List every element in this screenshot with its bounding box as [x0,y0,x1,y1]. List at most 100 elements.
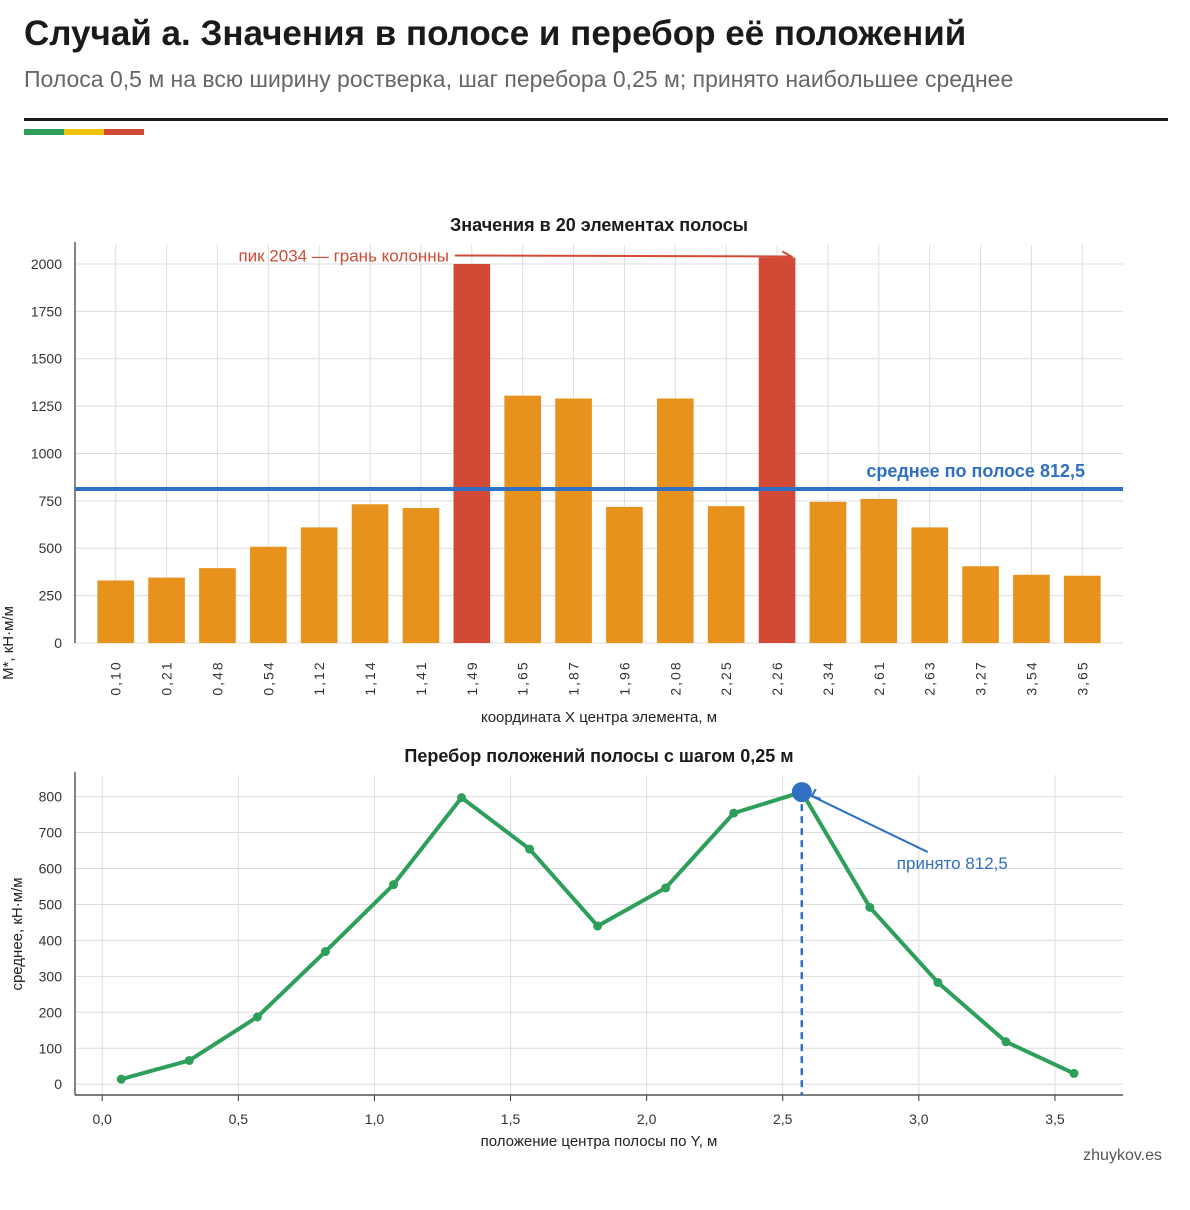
line-chart-y-tick-label: 400 [39,932,63,948]
footer-credit: zhuykov.es [1083,1147,1162,1164]
bar [1063,575,1101,643]
bar-chart-x-tick-label: 2,63 [922,660,938,695]
mean-series-point [116,1074,126,1084]
line-chart-x-tick-label: 3,0 [909,1111,929,1127]
bar-chart-x-tick-label: 2,26 [769,660,785,695]
mean-series-point [1069,1068,1079,1078]
bar-chart-y-tick-label: 1750 [31,303,62,319]
bar-chart-x-tick-label: 0,48 [209,660,225,695]
bar-chart-x-tick-label: 3,27 [973,660,989,695]
bar-chart-x-tick-label: 1,96 [616,660,632,695]
peak-annotation-text: пик 2034 — грань колонны [238,247,448,266]
bar-chart-x-tick-label: 2,61 [871,660,887,695]
selected-annotation-text: принято 812,5 [897,854,1008,873]
bar-chart-x-tick-label: 3,54 [1023,660,1039,695]
bar-chart-y-tick-label: 250 [39,588,63,604]
bar [199,568,236,643]
bar-chart-y-tick-label: 1000 [31,445,62,461]
line-chart-x-tick-label: 1,0 [365,1111,385,1127]
bar [707,506,745,643]
bar-chart-x-tick-label: 0,54 [260,660,276,695]
line-chart-grid [75,775,1123,1095]
line-chart-y-tick-label: 600 [39,860,63,876]
mean-series-point [525,844,535,854]
bar-peak [453,263,491,643]
bar [656,398,694,643]
color-strip-green [24,129,64,135]
line-chart-y-label: среднее, кН·м/м [9,877,26,990]
bar-chart-x-ticks: 0,10 0,21 0,48 0,54 1,12 1,14 1,41 1,49 1,65 1,87… [108,660,1091,695]
bar-chart-title: Значения в 20 элементах полосы [450,215,748,235]
bar-chart-x-tick-label: 3,65 [1074,660,1090,695]
bar [911,527,948,643]
mean-series-points [116,787,1079,1084]
mean-series-point [388,880,398,890]
bar [555,398,592,643]
line-chart-y-tick-label: 300 [39,968,63,984]
mean-line-label: среднее по полосе 812,5 [866,461,1085,481]
bar-chart-bars [97,257,1101,643]
bar [250,546,287,643]
bar-chart-x-tick-label: 1,49 [464,660,480,695]
mean-series-point [729,808,739,818]
bar-chart-x-tick-label: 1,87 [566,660,582,695]
line-chart-x-ticks: 0,0 0,5 1,0 1,5 2,0 2,5 3,0 3,5 [92,1095,1065,1127]
mean-series-point [457,793,467,803]
bar [504,395,542,643]
bar-chart-y-tick-label: 750 [39,493,63,509]
mean-series-point [933,977,943,987]
bar-chart-y-tick-label: 0 [54,635,62,651]
line-chart-y-ticks: 0 100 200 300 400 500 600 700 800 [39,789,63,1093]
bar-chart: Значения в 20 элементах полосы 0,10 0,21 0… [0,215,1123,726]
color-strip-red [104,129,144,135]
bar-chart-x-tick-label: 1,65 [515,660,531,695]
bar [402,508,440,643]
bar [962,566,999,643]
bar [148,577,185,643]
mean-series-point [661,883,671,893]
line-chart-x-tick-label: 1,5 [501,1111,521,1127]
mean-series-point [184,1055,194,1065]
line-chart-x-tick-label: 2,5 [773,1111,793,1127]
selected-annotation-arrow [811,795,929,853]
mean-series-line [120,790,1075,1082]
line-chart-y-tick-label: 800 [39,789,63,805]
line-chart-y-tick-label: 200 [39,1004,63,1020]
bar-chart-x-tick-label: 1,14 [362,660,378,695]
peak-annotation-arrow [454,254,792,258]
bar-chart-y-tick-label: 1250 [31,398,62,414]
bar [351,504,389,643]
bar-chart-x-tick-label: 0,21 [159,660,175,695]
bar-chart-x-tick-label: 1,12 [311,660,327,695]
line-chart-y-tick-label: 100 [39,1040,63,1056]
line-chart-x-label: положение центра полосы по Y, м [481,1133,718,1150]
selected-annotation-arrowhead [810,788,822,801]
peak-annotation-arrowhead [781,250,794,263]
mean-series-point [865,902,875,912]
bar [860,498,898,643]
bar [97,580,135,643]
line-chart-y-tick-label: 500 [39,896,63,912]
bar-chart-y-label: M*, кН·м/м [0,606,17,680]
selected-point [791,782,812,803]
bar-chart-y-tick-label: 500 [39,540,63,556]
bar [606,506,643,643]
line-chart-y-tick-label: 0 [54,1076,62,1092]
bar-chart-x-label: координата X центра элемента, м [481,709,717,726]
bar [300,527,338,643]
line-chart-x-tick-label: 3,5 [1045,1111,1065,1127]
bar [809,501,847,643]
mean-series-point [252,1012,262,1022]
page-title: Случай а. Значения в полосе и перебор её… [24,14,967,53]
line-chart-x-tick-label: 0,5 [229,1111,249,1127]
bar-chart-x-tick-label: 0,10 [108,660,124,695]
color-strip [24,129,144,135]
bar-chart-x-tick-label: 2,08 [667,660,683,695]
line-chart-x-tick-label: 2,0 [637,1111,657,1127]
page-subtitle: Полоса 0,5 м на всю ширину ростверка, ша… [24,66,1014,92]
line-chart-y-tick-label: 700 [39,825,63,841]
line-chart-x-tick-label: 0,0 [92,1111,112,1127]
bar-chart-y-tick-label: 1500 [31,351,62,367]
bar-chart-x-tick-label: 1,41 [413,660,429,695]
bar-chart-y-ticks: 0 250 500 750 1000 1250 1500 1750 2000 [31,256,62,651]
